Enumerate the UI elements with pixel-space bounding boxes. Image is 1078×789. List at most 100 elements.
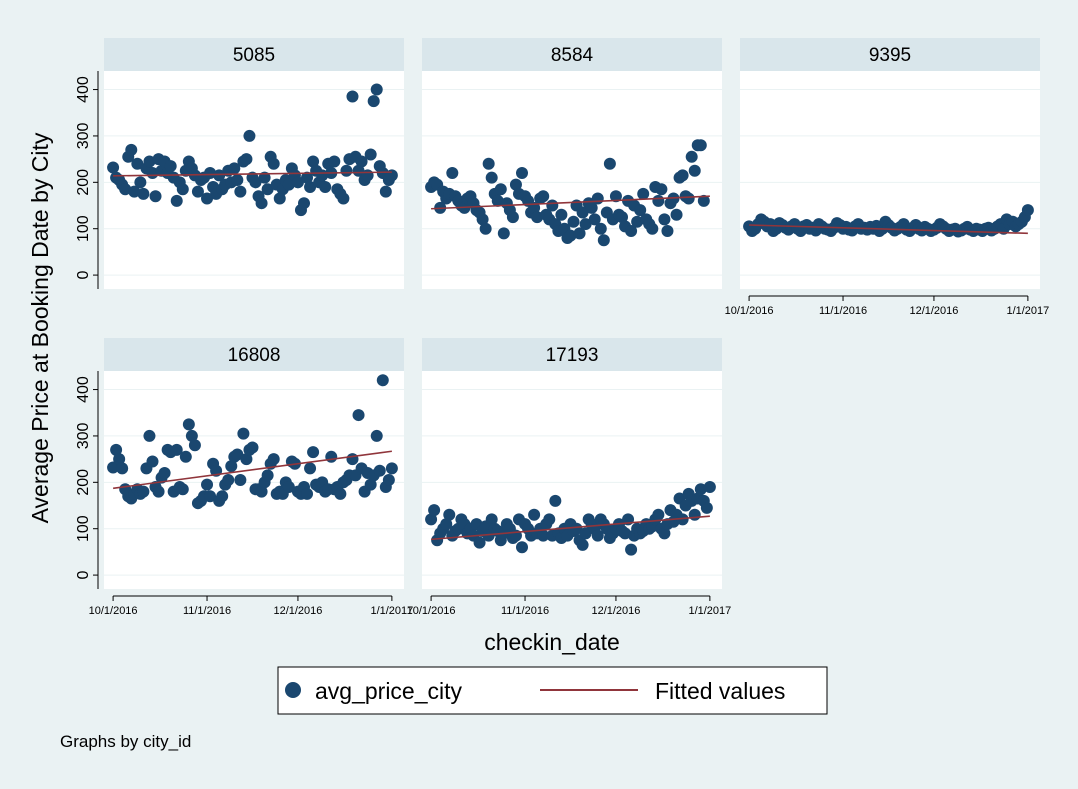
data-point [573,227,586,240]
data-point [567,215,580,228]
data-point [516,541,528,554]
data-point [143,155,156,168]
data-point [694,139,707,152]
data-point [334,487,347,500]
data-point [482,157,495,170]
data-point [225,460,238,473]
data-point [176,483,189,496]
data-point [182,418,195,431]
data-point [346,90,359,103]
data-point [531,211,544,224]
data-point [428,504,441,517]
x-tick-label: 12/1/2016 [591,605,640,617]
panel-strip [422,38,722,71]
data-point [179,450,192,463]
data-point [585,201,598,214]
panel-title: 5085 [233,45,275,66]
data-point [201,192,214,205]
x-tick-label: 1/1/2017 [1006,305,1049,317]
data-point [291,176,304,189]
data-point [282,178,295,191]
data-point [537,529,550,542]
data-point [340,164,353,177]
data-point [516,167,528,180]
data-point [301,487,314,500]
data-point [688,164,701,177]
data-point [261,469,274,482]
y-tick-label: 0 [75,271,92,280]
data-point [609,190,622,203]
data-point [125,143,138,156]
data-point [185,429,198,442]
data-point [110,443,123,456]
data-point [113,453,126,466]
data-point [298,197,310,210]
data-point [191,185,204,198]
legend-label-fitted-values: Fitted values [655,678,785,704]
plot-area [422,71,722,289]
y-tick-label: 300 [75,122,92,149]
data-point [213,169,226,182]
data-point [273,192,286,205]
y-axis-title: Average Price at Booking Date by City [27,132,53,523]
data-point [576,538,589,551]
data-point [143,429,156,442]
x-tick-label: 11/1/2016 [183,605,231,617]
data-point [652,194,665,207]
panel-title: 8584 [551,45,594,66]
y-tick-label: 200 [75,169,92,196]
data-point [485,171,498,184]
fitted-line [113,171,392,177]
data-point [237,427,250,440]
data-point [646,222,659,235]
data-point [170,443,183,456]
y-tick-label: 200 [75,469,92,496]
panel-16808: 16808 0 100 200 300 400 10/1/2016 11/1/2016 12/1… [75,338,413,617]
data-point [282,480,295,493]
data-point [446,167,459,180]
data-point [588,213,601,226]
data-point [591,192,604,205]
data-point [655,183,668,196]
data-point [555,208,568,221]
data-point [352,164,365,177]
data-point [243,129,256,142]
data-point [137,485,150,498]
y-tick-label: 400 [75,376,92,403]
data-point [228,162,241,175]
x-tick-label: 1/1/2017 [370,605,413,617]
data-point [267,453,280,466]
y-tick-label: 400 [75,76,92,103]
data-point [603,157,616,170]
data-point [255,197,268,210]
data-point [176,183,189,196]
panel-strip [422,338,722,371]
data-point [591,529,604,542]
data-point [222,474,235,486]
data-point [364,148,377,161]
data-point [188,439,201,452]
fitted-line [112,450,392,490]
data-point [116,462,129,475]
data-point [509,178,522,191]
data-point [385,462,398,475]
panel-17193: 17193 10/1/2016 11/1/2016 12/1/2016 1/1/2017 [407,338,731,617]
legend-label-avg-price-city: avg_price_city [315,678,463,704]
data-point [625,225,638,238]
data-point [528,508,541,521]
data-point [479,222,492,235]
x-tick-label: 11/1/2016 [819,305,867,317]
data-point [670,208,683,221]
panel-strip [104,38,404,71]
data-point [497,227,510,240]
data-point [506,211,519,224]
plot-area [422,371,722,589]
data-point [325,450,338,463]
data-point [546,199,559,212]
panel-title: 16808 [228,345,281,366]
panel-strip [104,338,404,371]
data-point [361,169,374,182]
data-point [370,429,383,442]
data-point [240,453,253,466]
fitted-line [431,515,710,541]
